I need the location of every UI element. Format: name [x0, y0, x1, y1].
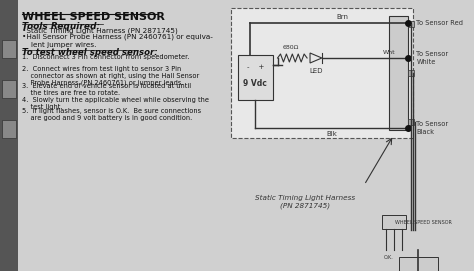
Text: 4.  Slowly turn the applicable wheel while observing the
    test light.: 4. Slowly turn the applicable wheel whil…	[22, 97, 209, 110]
Text: Brn: Brn	[336, 14, 348, 20]
Text: 1.  Disconnect 3 Pin connector from speedometer.: 1. Disconnect 3 Pin connector from speed…	[22, 54, 189, 60]
Text: 9 Vdc: 9 Vdc	[244, 79, 267, 88]
Text: 3.  Elevate end of vehicle sensor is located at until
    the tires are free to : 3. Elevate end of vehicle sensor is loca…	[22, 83, 191, 96]
Text: •Hall Sensor Probe Harness (PN 2460761) or equiva-
    lent jumper wires.: •Hall Sensor Probe Harness (PN 2460761) …	[22, 34, 212, 47]
Bar	[389, 16, 409, 130]
Text: •Static Timing Light Harness (PN 2871745): •Static Timing Light Harness (PN 2871745…	[22, 27, 177, 34]
Text: -    +: - +	[247, 64, 264, 70]
Text: WHEEL SPEED SENSOR: WHEEL SPEED SENSOR	[22, 12, 164, 22]
Text: Wht: Wht	[383, 50, 395, 55]
Bar	[382, 215, 405, 229]
Bar	[2, 80, 16, 98]
Bar	[2, 120, 16, 138]
Text: 2.  Connect wires from test light to sensor 3 Pin
    connector as shown at righ: 2. Connect wires from test light to sens…	[22, 66, 199, 86]
Text: WHEEL SPEED SENSOR: WHEEL SPEED SENSOR	[395, 220, 452, 225]
Bar	[409, 70, 414, 76]
Bar	[409, 21, 414, 27]
Text: 5.  If light flashes, sensor is O.K.  Be sure connections
    are good and 9 vol: 5. If light flashes, sensor is O.K. Be s…	[22, 108, 201, 121]
Text: LED: LED	[309, 68, 323, 74]
Bar	[238, 55, 273, 100]
Text: Static Timing Light Harness
(PN 2871745): Static Timing Light Harness (PN 2871745)	[255, 195, 355, 209]
Text: To Sensor
Black: To Sensor Black	[416, 121, 448, 134]
Bar	[409, 119, 414, 125]
Bar	[0, 0, 18, 271]
Text: Blk: Blk	[327, 131, 337, 137]
Text: Tools Required:: Tools Required:	[22, 22, 100, 31]
Text: O.K.: O.K.	[384, 255, 393, 260]
Bar	[231, 8, 413, 138]
Text: 680Ω: 680Ω	[282, 45, 299, 50]
Text: To Sensor Red: To Sensor Red	[416, 20, 463, 26]
Bar	[399, 257, 438, 271]
Text: To Sensor
White: To Sensor White	[416, 51, 448, 64]
Text: To test wheel speed sensor:: To test wheel speed sensor:	[22, 48, 157, 57]
Bar	[2, 40, 16, 58]
